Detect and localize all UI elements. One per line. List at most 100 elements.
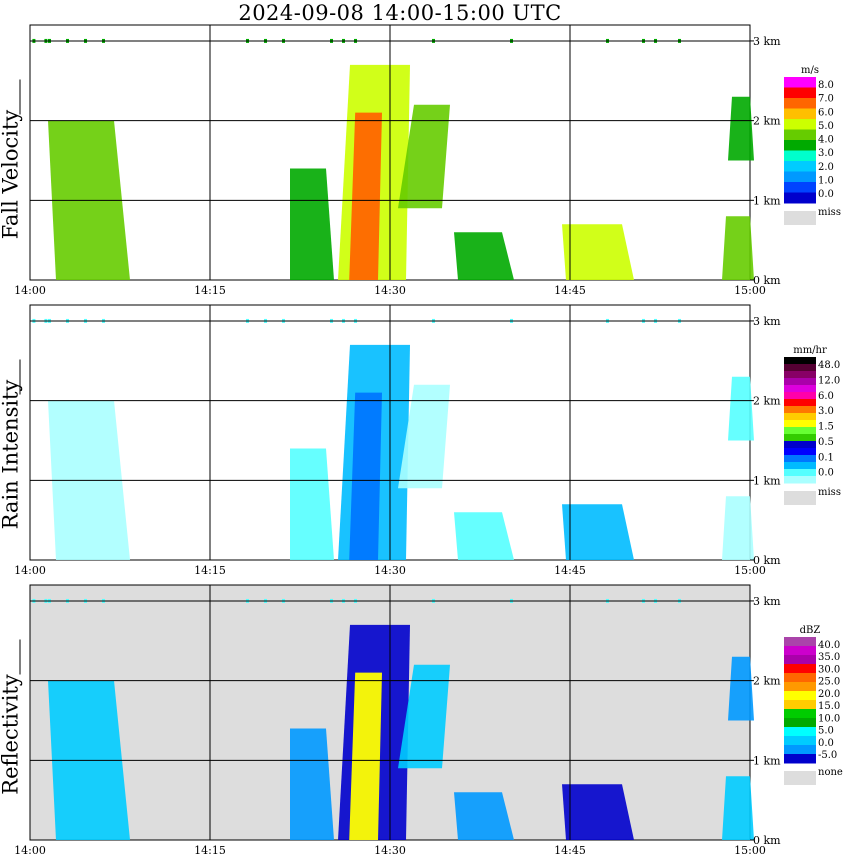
x-tick-label: 14:45 — [554, 564, 586, 577]
echo-region — [728, 656, 754, 721]
y-tick-label: 0 km — [753, 834, 781, 847]
legend-label: 10.0 — [818, 713, 840, 724]
legend-label: 40.0 — [818, 640, 840, 651]
legend-swatch — [784, 420, 816, 428]
legend-swatch — [784, 87, 816, 99]
legend-swatch — [784, 98, 816, 109]
y-tick-label: 2 km — [753, 675, 781, 688]
legend: m/s 8.0 7.0 6.0 5.0 4.0 3.0 2.0 1.0 0.0 miss — [784, 65, 841, 225]
legend-label: 3.0 — [818, 406, 834, 417]
legend-swatch — [784, 392, 816, 400]
echo-region — [722, 216, 754, 280]
legend-swatch — [784, 682, 816, 692]
echo-region — [454, 232, 514, 280]
legend-miss-swatch — [784, 211, 816, 225]
legend-swatch — [784, 691, 816, 701]
legend: dBZ 40.035.030.0 25.020.015.010.0 5.00.0-5.… — [784, 625, 843, 785]
legend-label: 7.0 — [818, 94, 834, 105]
legend-swatch — [784, 161, 816, 172]
legend-swatch — [784, 378, 816, 386]
legend-miss-label: miss — [818, 207, 841, 218]
echo-region — [562, 784, 634, 840]
y-tick-label: 1 km — [753, 754, 781, 767]
legend-label: 12.0 — [818, 375, 840, 386]
legend-swatch — [784, 441, 816, 449]
legend-label: 3.0 — [818, 148, 834, 159]
echo-region — [562, 504, 634, 560]
legend-unit: m/s — [801, 65, 819, 76]
legend-miss-swatch — [784, 491, 816, 505]
legend-label: 5.0 — [818, 121, 834, 132]
y-tick-label: 1 km — [753, 194, 781, 207]
legend-swatch — [784, 119, 816, 130]
legend-swatch — [784, 406, 816, 414]
legend-label: 48.0 — [818, 360, 840, 371]
x-tick-label: 14:45 — [554, 284, 586, 297]
x-tick-label: 15:00 — [734, 284, 766, 297]
legend-swatch — [784, 140, 816, 151]
legend-label: 0.0 — [818, 189, 834, 200]
legend-swatch — [784, 427, 816, 435]
y-axis-label: Fall Velocity — [0, 110, 23, 240]
echo-region — [722, 776, 754, 840]
legend-label: 35.0 — [818, 652, 840, 663]
y-axis-label: Reflectivity — [0, 674, 23, 795]
legend-label: 5.0 — [818, 726, 834, 737]
legend-label: 20.0 — [818, 689, 840, 700]
legend-swatch — [784, 727, 816, 737]
legend-label: 8.0 — [818, 80, 834, 91]
echo-core — [349, 392, 382, 560]
echo-region — [398, 664, 450, 769]
x-tick-label: 14:30 — [374, 844, 406, 857]
y-tick-label: 0 km — [753, 554, 781, 567]
legend-swatch — [784, 709, 816, 719]
legend-label: 25.0 — [818, 677, 840, 688]
echo-region — [562, 224, 634, 280]
echo-region — [398, 384, 450, 489]
echo-core — [349, 112, 382, 280]
legend-swatch — [784, 150, 816, 162]
x-tick-label: 15:00 — [734, 564, 766, 577]
legend-swatch — [784, 745, 816, 755]
legend-label: 4.0 — [818, 135, 834, 146]
panel-2: 0 km 1 km 2 km 3 km 14:00 14:15 14:30 14:45 15:0… — [0, 304, 841, 577]
legend-label: 0.0 — [818, 738, 834, 749]
x-tick-label: 15:00 — [734, 844, 766, 857]
legend-miss-label: miss — [818, 487, 841, 498]
legend-swatch — [784, 385, 816, 393]
legend-label: 1.5 — [818, 422, 834, 433]
legend-label: 0.1 — [818, 452, 834, 463]
legend-swatch — [784, 357, 816, 365]
legend-swatch — [784, 646, 816, 656]
legend-swatch — [784, 448, 816, 456]
legend-swatch — [784, 413, 816, 421]
legend-swatch — [784, 754, 816, 764]
legend-swatch — [784, 718, 816, 728]
y-tick-label: 0 km — [753, 274, 781, 287]
x-tick-label: 14:15 — [194, 844, 226, 857]
echo-region — [454, 512, 514, 560]
legend: mm/hr 48.0 12.0 6.0 3.0 1.5 0.5 0.1 0.0 miss — [784, 345, 841, 505]
echo-region — [398, 104, 450, 209]
legend-unit: dBZ — [800, 625, 821, 636]
legend-miss-label: none — [818, 767, 843, 778]
y-tick-label: 2 km — [753, 115, 781, 128]
echo-region — [722, 496, 754, 560]
panel-1: 0 km 1 km 2 km 3 km 14:00 14:15 14:30 14:45 15:0… — [0, 24, 841, 297]
legend-label: 0.0 — [818, 468, 834, 479]
legend-swatch — [784, 182, 816, 193]
legend-swatch — [784, 637, 816, 647]
legend-swatch — [784, 77, 816, 88]
x-tick-label: 14:15 — [194, 564, 226, 577]
echo-region — [290, 448, 334, 560]
legend-swatch — [784, 192, 816, 204]
x-tick-label: 14:30 — [374, 284, 406, 297]
legend-swatch — [784, 108, 816, 120]
legend-miss-swatch — [784, 771, 816, 785]
legend-label: -5.0 — [818, 750, 837, 761]
echo-region — [728, 96, 754, 161]
echo-region — [454, 792, 514, 840]
x-tick-label: 14:45 — [554, 844, 586, 857]
legend-swatch — [784, 434, 816, 442]
